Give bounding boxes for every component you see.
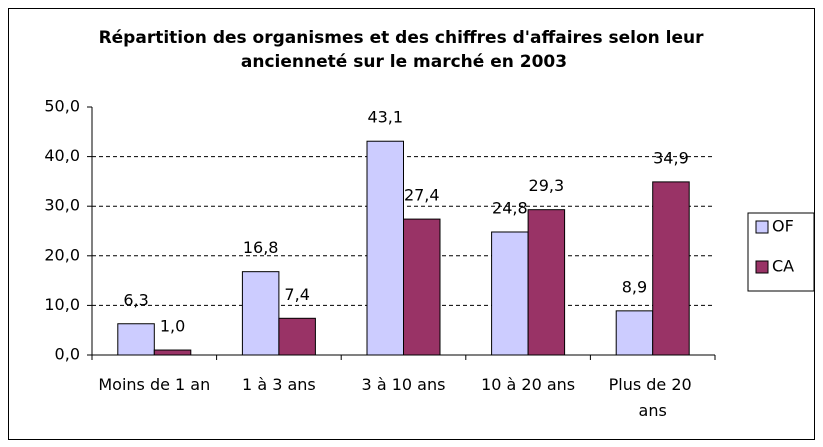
- bar: [491, 231, 529, 356]
- value-label: 1,0: [160, 317, 185, 336]
- y-tick-label: 40,0: [44, 146, 80, 165]
- legend-label: OF: [772, 217, 794, 236]
- value-label: 29,3: [529, 176, 565, 195]
- value-label: 24,8: [492, 198, 528, 217]
- y-tick-label: 10,0: [44, 295, 80, 314]
- x-tick-label: Plus de 20 ans: [609, 375, 697, 420]
- value-label: 8,9: [622, 277, 647, 296]
- bar: [403, 218, 441, 356]
- y-tick-label: 50,0: [44, 97, 80, 116]
- value-label: 43,1: [367, 108, 403, 127]
- y-tick-label: 20,0: [44, 245, 80, 264]
- x-tick-label: 1 à 3 ans: [242, 375, 316, 394]
- bar: [652, 181, 690, 356]
- bar: [153, 349, 192, 356]
- legend-swatch: [755, 260, 769, 274]
- value-label: 7,4: [284, 285, 309, 304]
- bar: [527, 209, 566, 356]
- legend-label: CA: [772, 257, 794, 276]
- x-tick-label: 3 à 10 ans: [362, 375, 446, 394]
- bar: [241, 271, 280, 356]
- bar: [615, 310, 654, 356]
- legend-swatch: [755, 220, 769, 234]
- x-tick-label: 10 à 20 ans: [481, 375, 575, 394]
- value-label: 34,9: [653, 148, 689, 167]
- bar: [117, 323, 155, 356]
- y-tick-label: 30,0: [44, 196, 80, 215]
- chart-title: Répartition des organismes et des chiffr…: [99, 28, 710, 72]
- bar: [366, 140, 404, 356]
- value-label: 6,3: [123, 290, 148, 309]
- y-tick-label: 0,0: [55, 345, 80, 364]
- x-tick-label: Moins de 1 an: [98, 375, 210, 394]
- value-label: 27,4: [404, 186, 440, 205]
- value-label: 16,8: [243, 238, 279, 257]
- bar: [278, 317, 316, 356]
